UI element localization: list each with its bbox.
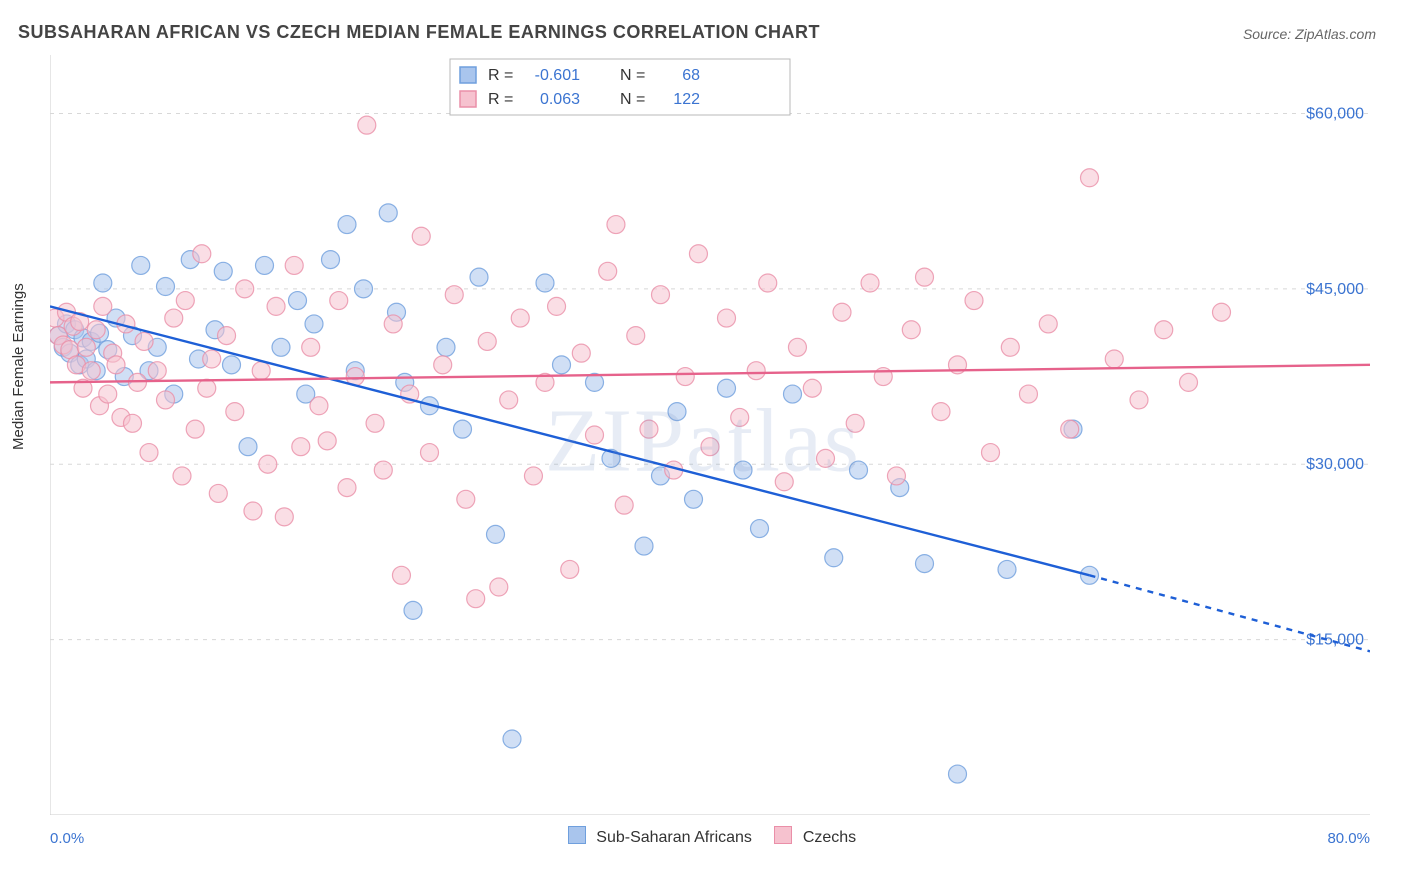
svg-text:0.063: 0.063 — [540, 91, 580, 108]
source-label: Source: ZipAtlas.com — [1243, 26, 1376, 42]
svg-text:68: 68 — [682, 67, 700, 84]
svg-text:$45,000: $45,000 — [1306, 281, 1364, 298]
svg-text:N =: N = — [620, 91, 645, 108]
svg-text:$30,000: $30,000 — [1306, 456, 1364, 473]
scatter-plot: $15,000 $30,000 $45,000 $60,000 R = -0.601 N =… — [50, 55, 1370, 815]
bottom-legend: Sub-Saharan Africans Czechs — [0, 826, 1406, 847]
legend-label-ssa: Sub-Saharan Africans — [596, 829, 752, 846]
legend-swatch-czech — [774, 826, 792, 844]
chart-title: SUBSAHARAN AFRICAN VS CZECH MEDIAN FEMAL… — [18, 22, 820, 43]
svg-text:$15,000: $15,000 — [1306, 632, 1364, 649]
svg-text:$60,000: $60,000 — [1306, 105, 1364, 122]
legend-label-czech: Czechs — [803, 829, 856, 846]
svg-text:122: 122 — [673, 91, 700, 108]
svg-text:R =: R = — [488, 91, 513, 108]
svg-text:R =: R = — [488, 67, 513, 84]
svg-text:N =: N = — [620, 67, 645, 84]
svg-text:-0.601: -0.601 — [535, 67, 580, 84]
y-axis-label: Median Female Earnings — [10, 283, 27, 450]
legend-swatch-ssa — [568, 826, 586, 844]
